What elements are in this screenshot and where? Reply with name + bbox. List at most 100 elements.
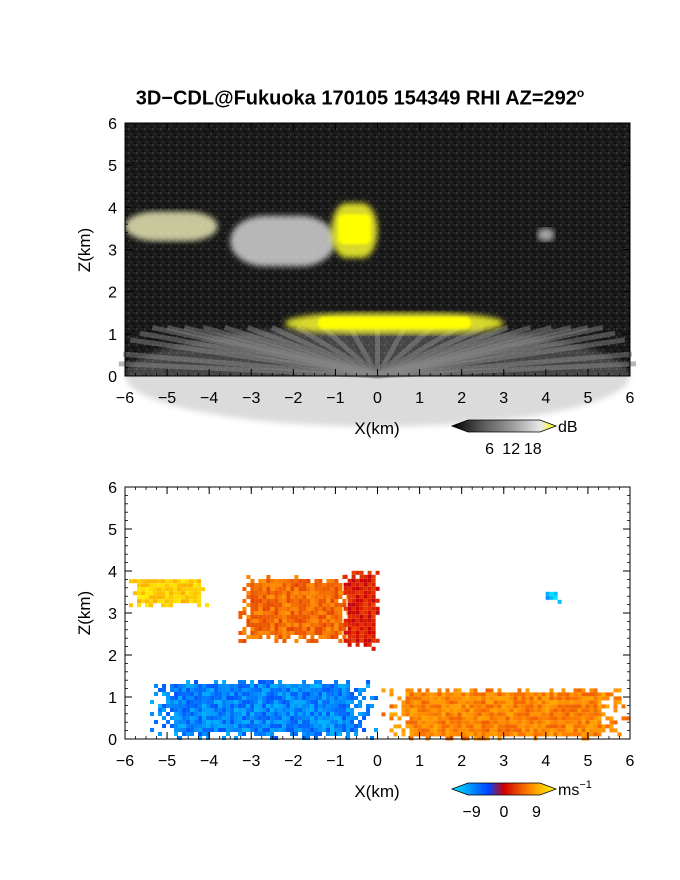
velocity-pixel [417, 716, 422, 721]
velocity-pixel [363, 634, 368, 639]
velocity-pixel [278, 619, 283, 623]
velocity-pixel [310, 639, 315, 643]
velocity-pixel [545, 724, 550, 729]
velocity-pixel [274, 688, 279, 692]
velocity-pixel [318, 607, 323, 611]
velocity-pixel [274, 712, 279, 716]
velocity-pixel [533, 700, 538, 705]
velocity-pixel [246, 728, 251, 732]
velocity-pixel [589, 688, 594, 693]
velocity-pixel [254, 712, 259, 716]
velocity-pixel [310, 716, 315, 720]
velocity-pixel [597, 712, 602, 717]
velocity-pixel [282, 684, 287, 688]
velocity-pixel [330, 728, 335, 732]
velocity-pixel [250, 595, 255, 599]
velocity-pixel [371, 602, 376, 607]
velocity-pixel [153, 595, 157, 600]
velocity-pixel [557, 696, 562, 701]
velocity-pixel [473, 692, 478, 697]
velocity-pixel [314, 700, 319, 704]
x-tick-label: 4 [541, 753, 550, 770]
velocity-pixel [322, 696, 327, 700]
velocity-pixel [334, 607, 339, 611]
velocity-pixel [338, 700, 343, 704]
velocity-pixel [302, 684, 307, 688]
velocity-pixel [473, 704, 478, 709]
velocity-pixel [258, 615, 263, 619]
velocity-pixel [197, 579, 201, 584]
velocity-pixel [193, 587, 197, 592]
velocity-pixel [258, 635, 263, 639]
velocity-pixel [238, 728, 243, 732]
velocity-pixel [258, 591, 263, 595]
velocity-pixel [326, 720, 331, 724]
velocity-pixel [302, 712, 307, 716]
colorbar-tick-label: −9 [462, 804, 480, 821]
velocity-pixel [310, 603, 315, 607]
velocity-pixel [355, 622, 360, 627]
velocity-pixel [441, 732, 446, 737]
velocity-pixel [302, 635, 307, 639]
velocity-pixel [214, 708, 219, 712]
figure-title: 3D−CDL@Fukuoka 170105 154349 RHI AZ=292o [0, 86, 680, 111]
velocity-pixel [270, 599, 275, 603]
velocity-pixel [461, 708, 466, 713]
velocity-pixel [206, 736, 211, 740]
velocity-pixel [254, 627, 259, 631]
velocity-pixel [214, 692, 219, 696]
velocity-pixel [242, 712, 247, 716]
velocity-pixel [190, 720, 195, 724]
velocity-pixel [306, 692, 311, 696]
velocity-pixel [169, 603, 173, 608]
velocity-pixel [282, 599, 287, 603]
velocity-pixel [366, 680, 371, 684]
velocity-pixel [278, 716, 283, 720]
velocity-pixel [186, 716, 191, 720]
velocity-pixel [342, 720, 347, 724]
velocity-pixel [549, 724, 554, 729]
velocity-pixel [174, 708, 179, 712]
velocity-pixel [214, 696, 219, 700]
velocity-pixel [363, 642, 368, 647]
velocity-pixel [553, 704, 558, 709]
x-tick-label: 6 [626, 390, 635, 407]
velocity-pixel [441, 724, 446, 729]
velocity-pixel [346, 700, 351, 704]
velocity-pixel [601, 724, 606, 729]
velocity-pixel [577, 688, 582, 693]
velocity-pixel [517, 712, 522, 717]
velocity-pixel [258, 595, 263, 599]
velocity-pixel [238, 724, 243, 728]
velocity-pixel [389, 712, 394, 717]
velocity-pixel [509, 724, 514, 729]
velocity-pixel [298, 692, 303, 696]
velocity-pixel [342, 635, 347, 639]
velocity-pixel [577, 724, 582, 729]
velocity-pixel [441, 700, 446, 705]
velocity-pixel [294, 724, 299, 728]
velocity-pixel [258, 623, 263, 627]
velocity-pixel [326, 631, 331, 635]
velocity-pixel [389, 728, 394, 733]
velocity-pixel [158, 704, 163, 708]
velocity-pixel [375, 586, 380, 591]
velocity-pixel [354, 688, 359, 692]
velocity-pixel [517, 704, 522, 709]
velocity-pixel [286, 700, 291, 704]
velocity-pixel [346, 696, 351, 700]
velocity-pixel [165, 579, 169, 584]
velocity-pixel [363, 610, 368, 615]
velocity-pixel [465, 704, 470, 709]
velocity-pixel [537, 720, 542, 725]
velocity-pixel [298, 603, 303, 607]
velocity-pixel [557, 708, 562, 713]
velocity-pixel [318, 615, 323, 619]
velocity-pixel [330, 607, 335, 611]
velocity-pixel [613, 708, 618, 713]
velocity-pixel [310, 615, 315, 619]
velocity-pixel [393, 732, 398, 737]
velocity-pixel [290, 684, 295, 688]
velocity-pixel [371, 630, 376, 635]
velocity-pixel [270, 579, 275, 583]
